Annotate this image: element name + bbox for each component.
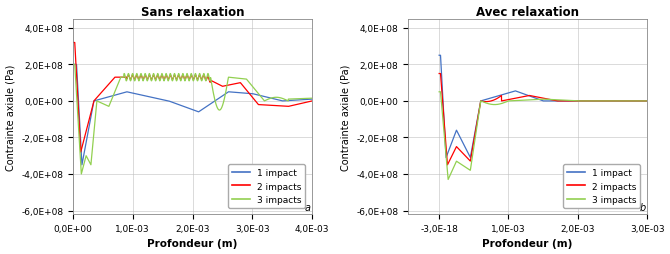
X-axis label: Profondeur (m): Profondeur (m)	[482, 239, 573, 248]
Title: Sans relaxation: Sans relaxation	[141, 6, 245, 19]
X-axis label: Profondeur (m): Profondeur (m)	[147, 239, 238, 248]
Legend: 1 impact, 2 impacts, 3 impacts: 1 impact, 2 impacts, 3 impacts	[563, 165, 641, 208]
Text: a: a	[305, 202, 311, 212]
Title: Avec relaxation: Avec relaxation	[476, 6, 579, 19]
Y-axis label: Contrainte axiale (Pa): Contrainte axiale (Pa)	[5, 64, 15, 170]
Legend: 1 impact, 2 impacts, 3 impacts: 1 impact, 2 impacts, 3 impacts	[228, 165, 306, 208]
Y-axis label: Contrainte axiale (Pa): Contrainte axiale (Pa)	[340, 64, 350, 170]
Text: b: b	[640, 202, 646, 212]
